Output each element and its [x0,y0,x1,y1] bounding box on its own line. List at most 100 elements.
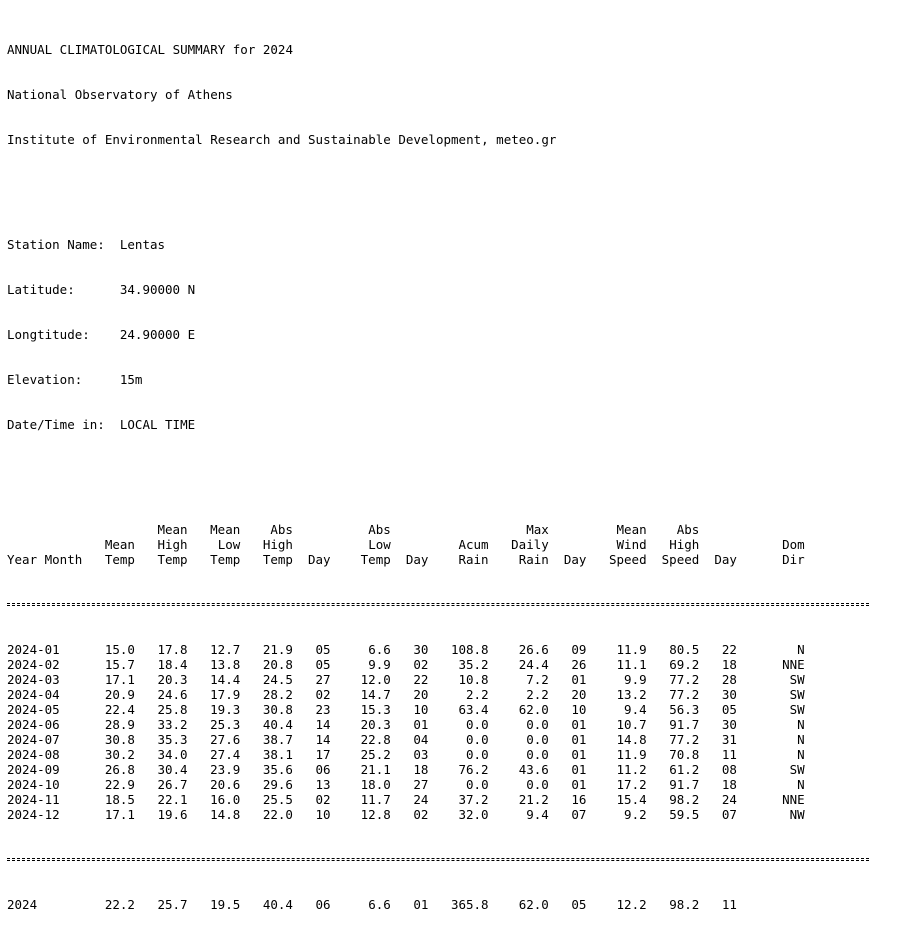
year-month-cell: 2024-07 [7,732,60,747]
mean-low-temp-cell: 27.4 [210,747,241,762]
table-row: 2024-11 18.5 22.1 16.0 25.5 02 11.7 24 37.2 21.2 1… [7,792,805,807]
abs-low-temp-cell: 6.6 [368,897,391,912]
abs-high-day-cell: 23 [315,702,331,717]
dom-dir-cell: NNE [782,792,805,807]
station-name-line: Station Name: Lentas [7,237,805,252]
dom-dir-cell: NW [789,807,805,822]
abs-low-day-cell: 22 [413,672,429,687]
year-month-cell: 2024-02 [7,657,60,672]
abs-high-day-cell: 14 [315,732,331,747]
acum-rain-cell: 0.0 [466,717,489,732]
mean-high-temp-cell: 26.7 [157,777,188,792]
mean-high-temp-cell: 25.8 [157,702,188,717]
table-row: 2024-05 22.4 25.8 19.3 30.8 23 15.3 10 63.4 62.0 1… [7,702,805,717]
abs-high-speed-cell: 77.2 [669,672,700,687]
abs-low-temp-cell: 25.2 [360,747,391,762]
mean-high-temp-cell: 19.6 [157,807,188,822]
abs-low-day-cell: 02 [413,657,429,672]
latitude-value: 34.90000 N [119,282,196,297]
mean-high-temp-cell: 18.4 [157,657,188,672]
station-name-label: Station Name: [7,237,105,252]
header-row: Year Month Temp Temp Temp Temp Day Temp Day Rain… [7,552,805,567]
acum-rain-cell: 37.2 [458,792,489,807]
abs-low-temp-cell: Low [368,537,391,552]
year-month-cell: 2024-10 [7,777,60,792]
abs-high-speed-cell: 61.2 [669,762,700,777]
abs-high-speed-cell: 77.2 [669,687,700,702]
year-month-cell: 2024-04 [7,687,60,702]
mean-wind-speed-cell: 11.9 [616,642,647,657]
abs-high-temp-cell: 40.4 [262,897,293,912]
data-table-body: 2024-01 15.0 17.8 12.7 21.9 05 6.6 30 108.8 26.6 0… [7,642,805,822]
mean-low-temp-cell: Temp [210,552,241,567]
mean-low-temp-cell: 16.0 [210,792,241,807]
high-speed-day-cell: 05 [721,702,737,717]
acum-rain-cell: 0.0 [466,732,489,747]
abs-high-speed-cell: Speed [661,552,700,567]
mean-temp-cell: 15.0 [104,642,135,657]
max-rain-day-cell: 01 [571,732,587,747]
climate-report: ANNUAL CLIMATOLOGICAL SUMMARY for 2024 N… [7,12,869,927]
abs-low-day-cell: 24 [413,792,429,807]
acum-rain-cell: 0.0 [466,747,489,762]
year-month-cell: 2024-05 [7,702,60,717]
acum-rain-cell: 2.2 [466,687,489,702]
dom-dir-cell: Dom [782,537,805,552]
acum-rain-cell: 76.2 [458,762,489,777]
mean-wind-speed-cell: 9.4 [624,702,647,717]
max-daily-rain-cell: 9.4 [526,807,549,822]
max-daily-rain-cell: 0.0 [526,732,549,747]
dom-dir-cell: N [797,747,805,762]
mean-wind-speed-cell: 13.2 [616,687,647,702]
datetime-line: Date/Time in: LOCAL TIME [7,417,805,432]
max-daily-rain-cell: 7.2 [526,672,549,687]
latitude-label: Latitude: [7,282,75,297]
mean-low-temp-cell: 14.8 [210,807,241,822]
max-daily-rain-cell: 0.0 [526,777,549,792]
abs-high-temp-cell: Abs [270,522,293,537]
abs-high-temp-cell: 30.8 [262,702,293,717]
elevation-label: Elevation: [7,372,83,387]
high-speed-day-cell: 08 [721,762,737,777]
abs-high-temp-cell: 35.6 [262,762,293,777]
abs-low-temp-cell: 6.6 [368,642,391,657]
latitude-line: Latitude: 34.90000 N [7,282,805,297]
high-speed-day-cell: 24 [721,792,737,807]
max-rain-day-cell: 01 [571,762,587,777]
abs-low-day-cell: Day [405,552,429,567]
max-rain-day-cell: Day [563,552,587,567]
abs-high-temp-cell: 38.7 [262,732,293,747]
mean-low-temp-cell: 27.6 [210,732,241,747]
mean-low-temp-cell: 14.4 [210,672,241,687]
high-speed-day-cell: 18 [721,777,737,792]
mean-wind-speed-cell: 11.2 [616,762,647,777]
max-rain-day-cell: 01 [571,672,587,687]
year-month-cell: 2024-03 [7,672,60,687]
abs-high-temp-cell: Temp [262,552,293,567]
abs-high-day-cell: 17 [315,747,331,762]
dom-dir-cell: SW [789,687,805,702]
abs-high-day-cell: 27 [315,672,331,687]
mean-temp-cell: 26.8 [104,762,135,777]
abs-high-speed-cell: 56.3 [669,702,700,717]
abs-high-speed-cell: 98.2 [669,792,700,807]
abs-high-speed-cell: 98.2 [669,897,700,912]
abs-low-temp-cell: 11.7 [360,792,391,807]
column-headers: Mean Mean Abs Abs Max Mean Abs Mean High Low High L… [7,522,805,567]
year-month-cell: 2024 [7,897,38,912]
mean-high-temp-cell: 33.2 [157,717,188,732]
year-month-cell: 2024-09 [7,762,60,777]
mean-wind-speed-cell: Wind [616,537,647,552]
max-rain-day-cell: 20 [571,687,587,702]
abs-high-speed-cell: 69.2 [669,657,700,672]
dom-dir-cell: SW [789,702,805,717]
table-row: 2024-07 30.8 35.3 27.6 38.7 14 22.8 04 0.0 0.0 01 1… [7,732,805,747]
abs-low-temp-cell: 15.3 [360,702,391,717]
total-row: 2024 22.2 25.7 19.5 40.4 06 6.6 01 365.8 62.0 05 12… [7,897,805,912]
elevation-value: 15m [119,372,143,387]
max-rain-day-cell: 01 [571,717,587,732]
year-month-cell: 2024-11 [7,792,60,807]
abs-high-day-cell: 06 [315,897,331,912]
max-daily-rain-cell: 0.0 [526,747,549,762]
max-rain-day-cell: 16 [571,792,587,807]
